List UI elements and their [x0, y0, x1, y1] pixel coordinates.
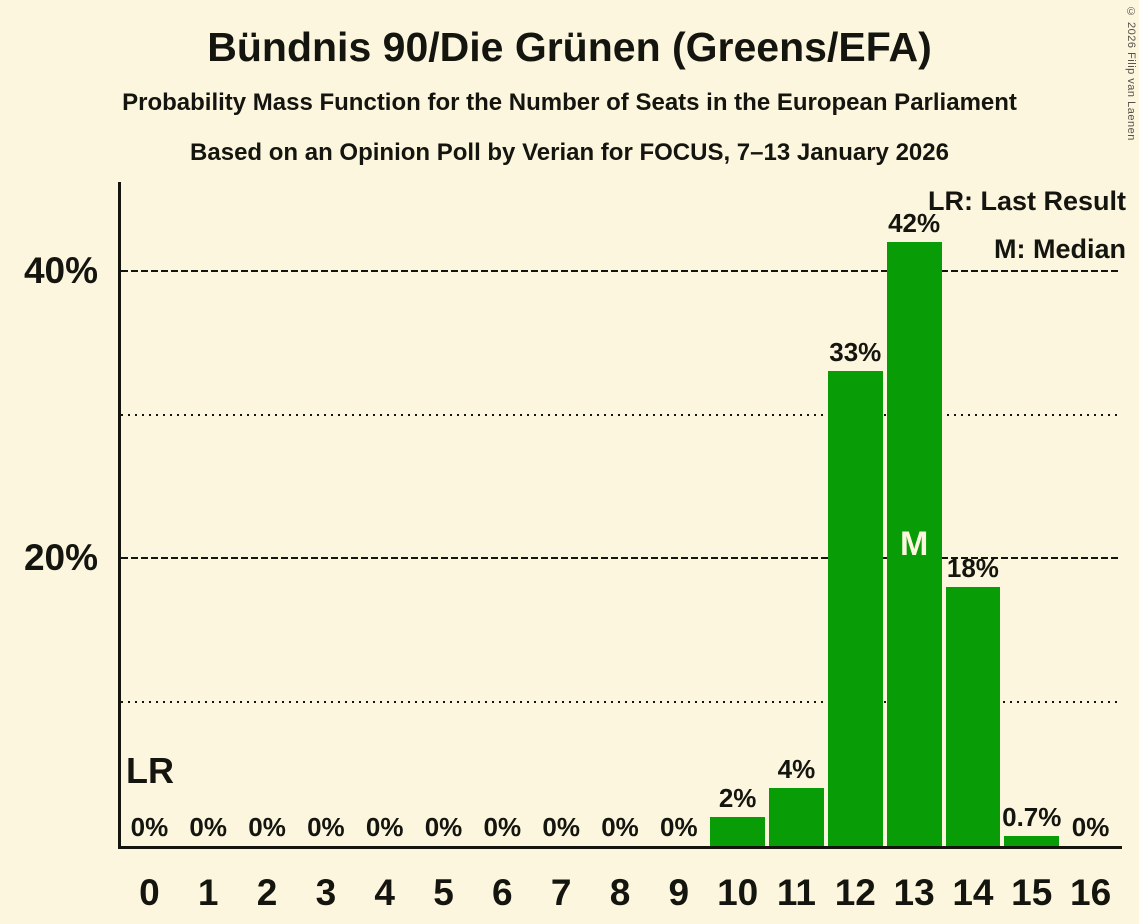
y-axis-line — [118, 182, 121, 849]
x-axis-label-seat-12: 12 — [834, 872, 876, 913]
gridline-40pct — [121, 269, 1119, 272]
x-axis-line — [118, 846, 1122, 849]
bar-seat-14 — [945, 587, 1001, 846]
bar-value-label-seat-15: 0.7% — [1002, 801, 1062, 832]
bar-value-label-seat-0: 0% — [130, 812, 169, 842]
subtitle-pmf: Probability Mass Function for the Number… — [122, 89, 1017, 116]
bar-seat-12 — [827, 371, 883, 846]
x-axis-label-seat-10: 10 — [717, 872, 759, 913]
bar-value-label-seat-16: 0% — [1071, 812, 1110, 842]
bar-value-label-seat-12: 33% — [829, 337, 882, 368]
page-title: Bündnis 90/Die Grünen (Greens/EFA) — [207, 24, 932, 70]
bar-value-label-seat-8: 0% — [601, 812, 639, 842]
gridline-20pct — [121, 557, 1119, 560]
x-axis-label-seat-0: 0 — [139, 872, 160, 913]
x-axis-label-seat-2: 2 — [256, 872, 278, 913]
bar-value-label-seat-3: 0% — [307, 812, 345, 842]
median-marker: M — [899, 525, 929, 564]
bar-seat-11 — [769, 788, 824, 846]
x-axis-label-seat-8: 8 — [609, 872, 631, 913]
x-axis-label-seat-3: 3 — [315, 872, 337, 913]
bar-value-label-seat-14: 18% — [946, 553, 999, 584]
bar-value-label-seat-10: 2% — [718, 783, 757, 814]
bar-value-label-seat-11: 4% — [777, 754, 816, 785]
bar-seat-15 — [1004, 835, 1060, 846]
subtitle-poll-source: Based on an Opinion Poll by Verian for F… — [190, 139, 949, 166]
bar-value-label-seat-4: 0% — [365, 812, 404, 842]
gridline-30pct — [121, 413, 1119, 416]
x-axis-label-seat-14: 14 — [952, 872, 994, 913]
legend-last-result: LR: Last Result — [927, 186, 1126, 216]
y-axis-label-20pct: 20% — [23, 537, 98, 579]
legend-median: M: Median — [994, 234, 1126, 264]
x-axis-label-seat-11: 11 — [776, 872, 817, 913]
x-axis-label-seat-16: 16 — [1070, 872, 1112, 913]
copyright-notice: © 2026 Filip van Laenen — [1125, 6, 1137, 141]
last-result-annotation: LR — [126, 750, 174, 791]
bar-value-label-seat-6: 0% — [483, 812, 522, 842]
gridline-10pct — [121, 701, 1119, 704]
x-axis-label-seat-15: 15 — [1011, 872, 1053, 913]
bar-value-label-seat-13: 42% — [888, 208, 941, 239]
x-axis-label-seat-7: 7 — [550, 872, 572, 913]
bar-seat-10 — [710, 817, 766, 846]
y-axis-label-40pct: 40% — [23, 249, 98, 291]
x-axis-label-seat-13: 13 — [893, 872, 935, 913]
plot-area: LR 0% 0% 0% 0% 0% 0% 0% 0% 0% 0% 2% 4% 33% 42% M 18% 0.7… — [120, 182, 1120, 846]
x-axis-label-seat-4: 4 — [374, 872, 395, 913]
x-axis-label-seat-5: 5 — [433, 872, 454, 913]
bar-seat-13 — [886, 242, 942, 846]
x-axis-label-seat-6: 6 — [492, 872, 513, 913]
x-axis-label-seat-9: 9 — [668, 872, 690, 913]
bar-value-label-seat-2: 0% — [248, 812, 286, 842]
x-axis-label-seat-1: 1 — [197, 872, 219, 913]
bar-value-label-seat-5: 0% — [424, 812, 463, 842]
bar-value-label-seat-1: 0% — [189, 812, 227, 842]
bar-value-label-seat-9: 0% — [660, 812, 698, 842]
bar-value-label-seat-7: 0% — [542, 812, 580, 842]
